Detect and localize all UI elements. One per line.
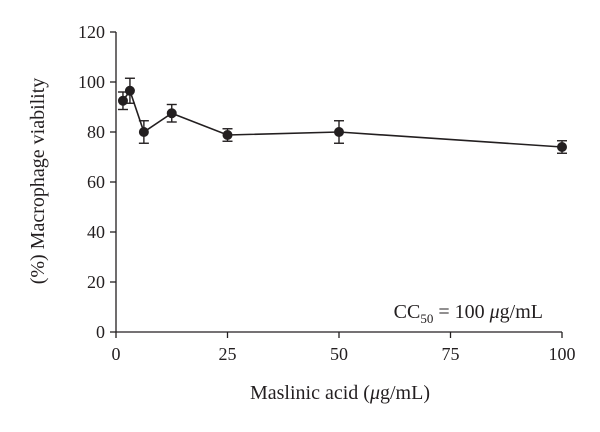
y-axis-ticks: 0 20 40 60 80 100 120: [78, 22, 116, 342]
data-point: [557, 142, 567, 152]
data-point: [138, 127, 149, 137]
cc50-annotation-sub: 50: [420, 311, 433, 326]
data-point: [166, 108, 177, 119]
data-points: [117, 85, 567, 152]
x-tick-label: 100: [549, 344, 576, 364]
y-tick-label: 20: [87, 272, 105, 292]
cc50-annotation-greek: μ: [489, 301, 500, 323]
y-tick-label: 0: [96, 322, 105, 342]
cc50-annotation-post: g/mL: [500, 301, 543, 323]
data-point: [334, 127, 344, 137]
y-axis-title: (%) Macrophage viability: [27, 78, 49, 285]
x-tick-label: 75: [442, 344, 460, 364]
x-axis-title: Maslinic acid (μg/mL): [250, 382, 430, 404]
y-tick-label: 100: [78, 72, 105, 92]
cc50-annotation-mid: = 100: [433, 301, 489, 323]
data-point: [124, 85, 135, 96]
series-line: [122, 88, 563, 148]
data-point: [117, 95, 128, 106]
x-axis-title-greek: μ: [369, 382, 380, 404]
y-tick-label: 40: [87, 222, 105, 242]
x-axis-title-post: g/mL): [380, 382, 430, 404]
x-tick-label: 50: [330, 344, 348, 364]
x-tick-label: 0: [112, 344, 121, 364]
y-tick-label: 60: [87, 172, 105, 192]
error-bars: [117, 77, 567, 154]
cc50-annotation: CC50 = 100 μg/mL: [394, 301, 543, 326]
data-point: [222, 130, 233, 140]
x-axis-title-pre: Maslinic acid (: [250, 382, 370, 404]
y-tick-label: 80: [87, 122, 105, 142]
y-tick-label: 120: [78, 22, 105, 42]
x-axis-ticks: 0 25 50 75 100: [112, 332, 576, 364]
x-tick-label: 25: [219, 344, 237, 364]
cc50-annotation-base: CC: [394, 301, 421, 323]
